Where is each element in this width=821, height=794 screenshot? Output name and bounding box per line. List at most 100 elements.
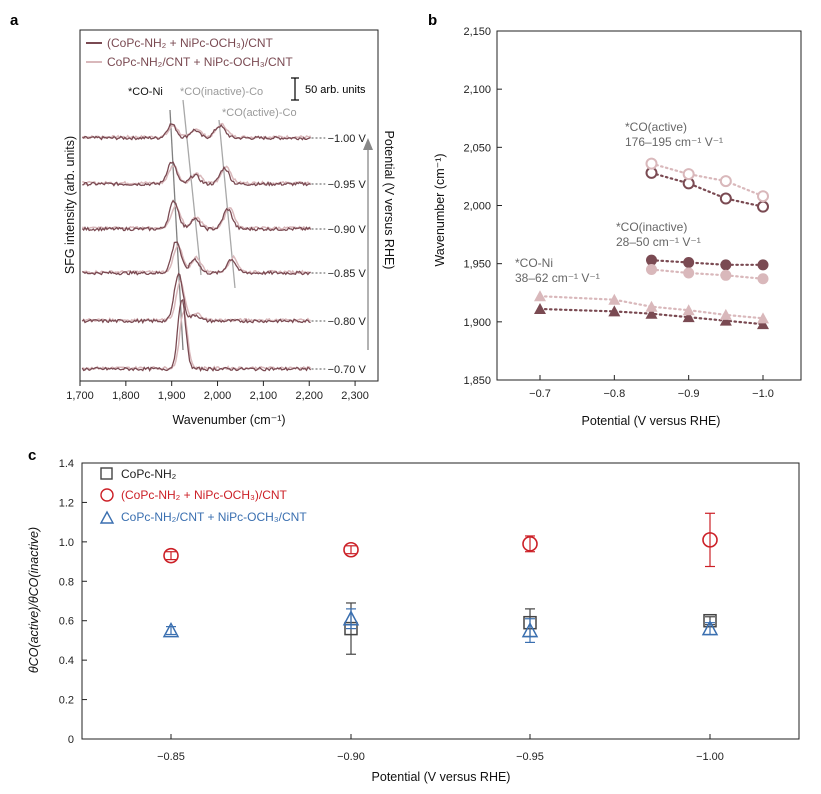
spectrum-light [82, 308, 312, 371]
b-point-filled-circle [757, 273, 769, 285]
b-ytick-label: 2,050 [463, 142, 491, 154]
a-xtick-label: 2,300 [341, 390, 369, 402]
panel-a-label: a [10, 12, 19, 29]
b-xtick-label: −1.0 [752, 388, 774, 400]
potential-label: −0.85 V [328, 268, 367, 280]
spectrum-dark [82, 241, 311, 276]
a-xtick-label: 1,900 [158, 390, 186, 402]
c-ytick-label: 1.2 [59, 497, 74, 509]
annotation-co-active-title: *CO(active) [625, 120, 687, 134]
b-point-open-circle [682, 168, 695, 181]
b-series-line [650, 162, 765, 198]
a-xtick-label: 2,100 [250, 390, 278, 402]
a-xtick-label: 2,000 [204, 390, 232, 402]
c-xtick-label: −0.95 [516, 751, 544, 763]
peak-label-co-active: *CO(active)-Co [222, 107, 297, 119]
b-series-line [650, 171, 765, 208]
legend-text-separate: CoPc-NH₂/CNT + NiPc-OCH₃/CNT [121, 510, 307, 524]
b-point-triangle [719, 314, 732, 326]
guide-line-co-active [218, 119, 236, 289]
b-point-triangle [682, 304, 695, 316]
panel-c: c 0 0.2 0.4 0.6 0.8 1.0 1.2 1.4 −0.85 −0.90 −0.95 −… [27, 447, 800, 784]
panel-a-frame [79, 29, 379, 382]
panel-b-series [534, 157, 769, 330]
b-point-triangle [534, 303, 546, 315]
b-point-filled-circle [720, 259, 732, 271]
c-ytick-label: 1.0 [59, 537, 74, 549]
annotation-co-ni-title: *CO-Ni [515, 256, 553, 270]
panel-c-axes: 0 0.2 0.4 0.6 0.8 1.0 1.2 1.4 −0.85 −0.90 −0.95 −1.… [59, 458, 724, 763]
panel-b-label: b [428, 12, 437, 29]
c-xtick-label: −0.90 [337, 751, 365, 763]
b-point-open-circle [719, 175, 732, 188]
peak-label-co-ni: *CO-Ni [128, 86, 163, 98]
c-ytick-label: 0.4 [59, 655, 74, 667]
panel-b-ylabel: Wavenumber (cm⁻¹) [433, 153, 447, 266]
potential-label: −0.80 V [328, 316, 367, 328]
b-point-open-circle [719, 192, 732, 205]
c-ytick-label: 0.2 [59, 695, 74, 707]
c-point-circle [522, 536, 538, 552]
panel-a-potential-axis-label: Potential (V versus RHE) [382, 131, 396, 270]
legend-text-mixed: (CoPc-NH₂ + NiPc-OCH₃)/CNT [121, 488, 288, 502]
legend-text-copc: CoPc-NH₂ [121, 467, 177, 481]
c-ytick-label: 0 [68, 734, 74, 746]
c-point-triangle [521, 621, 539, 638]
c-point-circle [163, 547, 179, 564]
potential-label: −0.95 V [328, 179, 367, 191]
c-ytick-label: 1.4 [59, 458, 74, 470]
spectrum-dark [82, 161, 311, 187]
b-point-filled-circle [646, 254, 657, 266]
b-ytick-label: 2,150 [463, 26, 491, 38]
potential-label: −0.70 V [328, 364, 367, 376]
guide-line-co-ni [169, 109, 184, 351]
b-series-line [650, 268, 765, 280]
spectrum-dark [81, 199, 312, 232]
b-point-triangle [645, 307, 658, 319]
potential-arrow-head [363, 138, 373, 150]
panel-b-axes: 1,850 1,900 1,950 2,000 2,050 2,100 2,150 −0.7 −… [463, 26, 773, 400]
c-point-circle [343, 541, 359, 558]
b-series-line [538, 307, 765, 326]
b-point-filled-circle [720, 269, 732, 281]
b-ytick-label: 2,000 [463, 201, 491, 213]
spectrum-light [82, 245, 311, 275]
b-point-triangle [682, 311, 695, 323]
c-point-circle [702, 532, 718, 548]
spectrum-dark [81, 272, 311, 325]
b-series-line [538, 295, 765, 320]
legend-marker-circle [100, 488, 114, 502]
b-point-triangle [757, 312, 769, 324]
b-xtick-label: −0.8 [603, 388, 625, 400]
b-point-triangle [757, 318, 769, 330]
b-point-filled-circle [683, 257, 695, 269]
panel-a-ylabel: SFG intensity (arb. units) [63, 136, 77, 274]
c-xtick-label: −0.85 [157, 751, 185, 763]
b-ytick-label: 1,950 [463, 259, 491, 271]
panel-a-potential-labels: −1.00 V −0.95 V −0.90 V −0.85 V −0.80 V −0.70… [311, 133, 367, 376]
legend-text-dark: (CoPc-NH₂ + NiPc-OCH₃)/CNT [107, 36, 274, 50]
b-point-triangle [608, 293, 621, 305]
panel-c-xlabel: Potential (V versus RHE) [372, 770, 511, 784]
b-point-filled-circle [646, 263, 657, 275]
b-ytick-label: 1,900 [463, 317, 491, 329]
annotation-co-inactive-title: *CO(inactive) [616, 220, 687, 234]
c-point-triangle [701, 620, 719, 636]
potential-label: −1.00 V [328, 133, 367, 145]
panel-b-xlabel: Potential (V versus RHE) [582, 414, 721, 428]
potential-label: −0.90 V [328, 224, 367, 236]
b-point-triangle [719, 308, 732, 320]
legend-marker-square [100, 467, 113, 480]
spectrum-dark [82, 123, 311, 141]
c-ytick-label: 0.8 [59, 576, 74, 588]
a-xtick-label: 2,200 [295, 390, 323, 402]
spectrum-light [82, 165, 311, 186]
b-point-triangle [645, 300, 658, 312]
spectrum-dark [81, 298, 312, 373]
panel-b: b 1,850 1,900 1,950 2,000 2,050 2,100 2,150 −0.… [428, 12, 802, 428]
scale-bar-label: 50 arb. units [305, 84, 366, 96]
panel-a: a 1,700 1,800 1,900 2,000 2,100 2,200 2,300 Wa… [10, 12, 396, 427]
panel-a-spectra [81, 122, 312, 373]
annotation-co-ni-slope: 38–62 cm⁻¹ V⁻¹ [515, 271, 600, 285]
